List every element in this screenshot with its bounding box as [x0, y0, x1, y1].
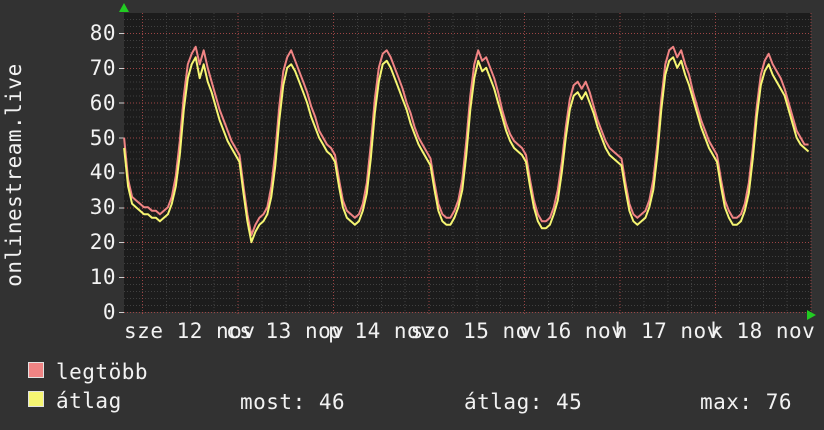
x-axis-label: p 14 nov [328, 319, 434, 343]
x-axis-label: k 18 nov [710, 319, 816, 343]
x-axis-label: v 16 nov [519, 319, 625, 343]
series-line-legtobb [123, 45, 809, 237]
x-axis-label: cs 13 nov [226, 319, 345, 343]
y-axis-arrow-icon [119, 3, 129, 12]
y-axis-label: 0 [102, 300, 116, 324]
legend-swatch-atlag [28, 391, 44, 407]
legend-swatch-legtobb [28, 362, 44, 378]
stat-atlag: átlag: 45 [464, 390, 583, 414]
legend-label-legtobb: legtöbb [56, 360, 149, 384]
stat-max: max: 76 [700, 390, 793, 414]
legend-row-max: legtöbb [28, 361, 148, 383]
x-axis-label: sze 12 nov [124, 319, 256, 343]
y-axis-label: 40 [89, 160, 116, 185]
y-axis-label: 50 [89, 125, 116, 150]
y-axis-label: 10 [89, 265, 116, 290]
legend-row-avg: átlag [28, 390, 122, 412]
x-axis-label: szo 15 nov [410, 319, 542, 343]
y-axis-label: 20 [89, 230, 116, 255]
x-axis-arrow-icon [807, 310, 816, 320]
y-axis-label: 80 [89, 20, 116, 45]
y-axis-label: 30 [89, 195, 116, 220]
stat-most: most: 46 [240, 390, 346, 414]
y-axis-label: 70 [89, 55, 116, 80]
series-line-atlag [123, 56, 810, 244]
y-axis-label: 60 [89, 90, 116, 115]
legend-label-atlag: átlag [56, 389, 122, 413]
x-axis-label: h 17 nov [614, 319, 720, 343]
